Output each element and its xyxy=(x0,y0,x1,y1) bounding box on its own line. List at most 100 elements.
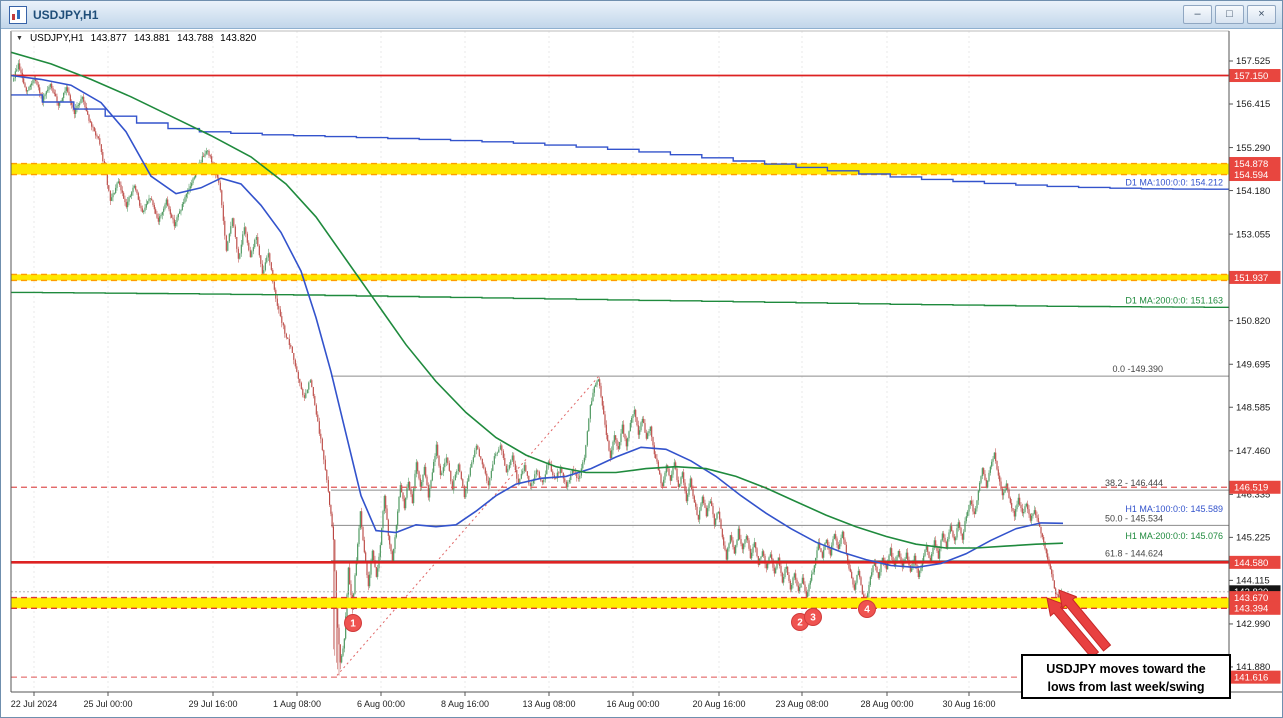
price-level-label: 143.394 xyxy=(1229,601,1281,615)
price-label-bg xyxy=(1229,157,1281,171)
minimize-button[interactable]: – xyxy=(1183,5,1212,24)
window-controls: – □ × xyxy=(1183,5,1276,24)
price-label-text: 157.150 xyxy=(1234,71,1268,82)
time-tick-label: 13 Aug 08:00 xyxy=(522,699,575,709)
collapse-triangle-icon[interactable]: ▼ xyxy=(16,35,23,42)
price-level-label: 141.616 xyxy=(1229,670,1281,684)
ohlc-header: ▼ USDJPY,H1 143.877 143.881 143.788 143.… xyxy=(16,33,256,44)
fib-level-label: 0.0 -149.390 xyxy=(1112,364,1163,374)
price-tick-label: 147.460 xyxy=(1236,446,1270,457)
price-tick-label: 146.335 xyxy=(1236,490,1270,501)
ma-line-h1-200-label: H1 MA:200:0:0: 145.076 xyxy=(1125,531,1223,541)
price-tick-label: 141.880 xyxy=(1236,662,1270,673)
price-axis-ticks: 157.525 156.415 155.290 154.180 153.055 151.9… xyxy=(1229,56,1270,673)
sequence-marker: 1 xyxy=(344,614,362,632)
price-label-text: 154.878 xyxy=(1234,159,1268,170)
level-band xyxy=(11,274,1229,281)
price-tick-label: 153.055 xyxy=(1236,229,1270,240)
marker-circle xyxy=(344,614,362,632)
annotation-line-2: lows from last week/swing xyxy=(1047,680,1205,695)
bull-bodies xyxy=(13,63,1062,663)
price-label-text: 154.594 xyxy=(1234,170,1268,181)
time-tick-label: 6 Aug 00:00 xyxy=(357,699,405,709)
price-label-bg xyxy=(1229,480,1281,494)
level-band xyxy=(11,163,1229,175)
price-label-text: 143.394 xyxy=(1234,604,1268,615)
arrows-layer xyxy=(1046,589,1112,659)
price-label-text: 146.519 xyxy=(1234,483,1268,494)
marker-number: 1 xyxy=(350,619,356,630)
ma-line-d1-200 xyxy=(11,291,1229,308)
price-label-bg xyxy=(1229,69,1281,83)
price-label-text: 144.580 xyxy=(1234,558,1268,569)
time-axis: 22 Jul 2024 25 Jul 00:00 29 Jul 16:00 1 Aug… xyxy=(11,692,996,709)
restore-button[interactable]: □ xyxy=(1215,5,1244,24)
time-tick-label: 8 Aug 16:00 xyxy=(441,699,489,709)
ma-line-d1-200-label: D1 MA:200:0:0: 151.163 xyxy=(1125,295,1223,305)
marker-number: 4 xyxy=(864,605,870,616)
candles-layer xyxy=(13,59,1062,676)
annotation-line-1: USDJPY moves toward the xyxy=(1046,662,1206,676)
low-value: 143.788 xyxy=(176,33,214,44)
price-tick-label: 148.585 xyxy=(1236,402,1270,413)
price-level-label: 154.594 xyxy=(1229,168,1281,182)
markers-layer: 1 2 3 4 xyxy=(344,600,876,632)
fib-level-label: 38.2 - 146.444 xyxy=(1105,478,1163,488)
time-tick-label: 28 Aug 00:00 xyxy=(860,699,913,709)
price-label-bg xyxy=(1229,601,1281,615)
time-tick-label: 20 Aug 16:00 xyxy=(692,699,745,709)
window-title: USDJPY,H1 xyxy=(33,7,99,22)
price-level-label: 146.519 xyxy=(1229,480,1281,494)
levels-layer xyxy=(11,74,1229,678)
marker-number: 3 xyxy=(810,613,816,624)
price-label-bg xyxy=(1229,270,1281,284)
close-button[interactable]: × xyxy=(1247,5,1276,24)
price-tick-label: 149.695 xyxy=(1236,359,1270,370)
price-label-text: 151.937 xyxy=(1234,273,1268,284)
marker-number: 2 xyxy=(797,618,803,629)
marker-circle xyxy=(858,600,876,618)
price-level-label: 151.937 xyxy=(1229,270,1281,284)
ma-line-h1-200 xyxy=(11,51,1064,549)
highlight-arrow xyxy=(1058,589,1112,652)
price-tick-label: 156.415 xyxy=(1236,99,1270,110)
ma-line-h1-100-label: H1 MA:100:0:0: 145.589 xyxy=(1125,504,1223,514)
chart-background xyxy=(1,29,1282,717)
price-label-bg xyxy=(1229,670,1281,684)
price-label-bg xyxy=(1229,591,1281,605)
price-tick-label: 145.225 xyxy=(1236,533,1270,544)
marker-circle xyxy=(804,608,822,626)
level-band xyxy=(11,597,1229,609)
fib-level-label: 61.8 - 144.624 xyxy=(1105,549,1163,559)
price-tick-label: 155.290 xyxy=(1236,143,1270,154)
highlight-arrow xyxy=(1046,597,1100,659)
price-tick-label: 150.820 xyxy=(1236,316,1270,327)
bear-bodies xyxy=(19,63,1059,663)
price-label-text: 141.616 xyxy=(1234,673,1268,684)
title-bar: USDJPY,H1 – □ × xyxy=(1,1,1282,29)
moving-averages-layer xyxy=(11,51,1229,569)
fib-level-label: 50.0 - 145.534 xyxy=(1105,513,1163,523)
fib-trend-line xyxy=(336,375,600,676)
price-level-label: 157.150 xyxy=(1229,69,1281,83)
time-tick-label: 22 Jul 2024 xyxy=(11,699,58,709)
price-label-bg xyxy=(1229,555,1281,569)
sequence-marker: 4 xyxy=(858,600,876,618)
sequence-marker: 3 xyxy=(804,608,822,626)
high-value: 143.881 xyxy=(133,33,170,44)
price-tick-label: 144.115 xyxy=(1236,576,1270,587)
time-tick-label: 30 Aug 16:00 xyxy=(942,699,995,709)
close-value: 143.820 xyxy=(220,33,257,44)
price-level-label: 144.580 xyxy=(1229,555,1281,569)
annotation-box: USDJPY moves toward the lows from last w… xyxy=(1021,654,1231,699)
price-label-bg xyxy=(1229,168,1281,182)
price-tick-label: 154.180 xyxy=(1236,186,1270,197)
time-tick-label: 25 Jul 00:00 xyxy=(83,699,132,709)
symbol-label: USDJPY,H1 xyxy=(29,33,84,44)
price-level-label: 154.878 xyxy=(1229,157,1281,171)
time-tick-label: 23 Aug 08:00 xyxy=(775,699,828,709)
